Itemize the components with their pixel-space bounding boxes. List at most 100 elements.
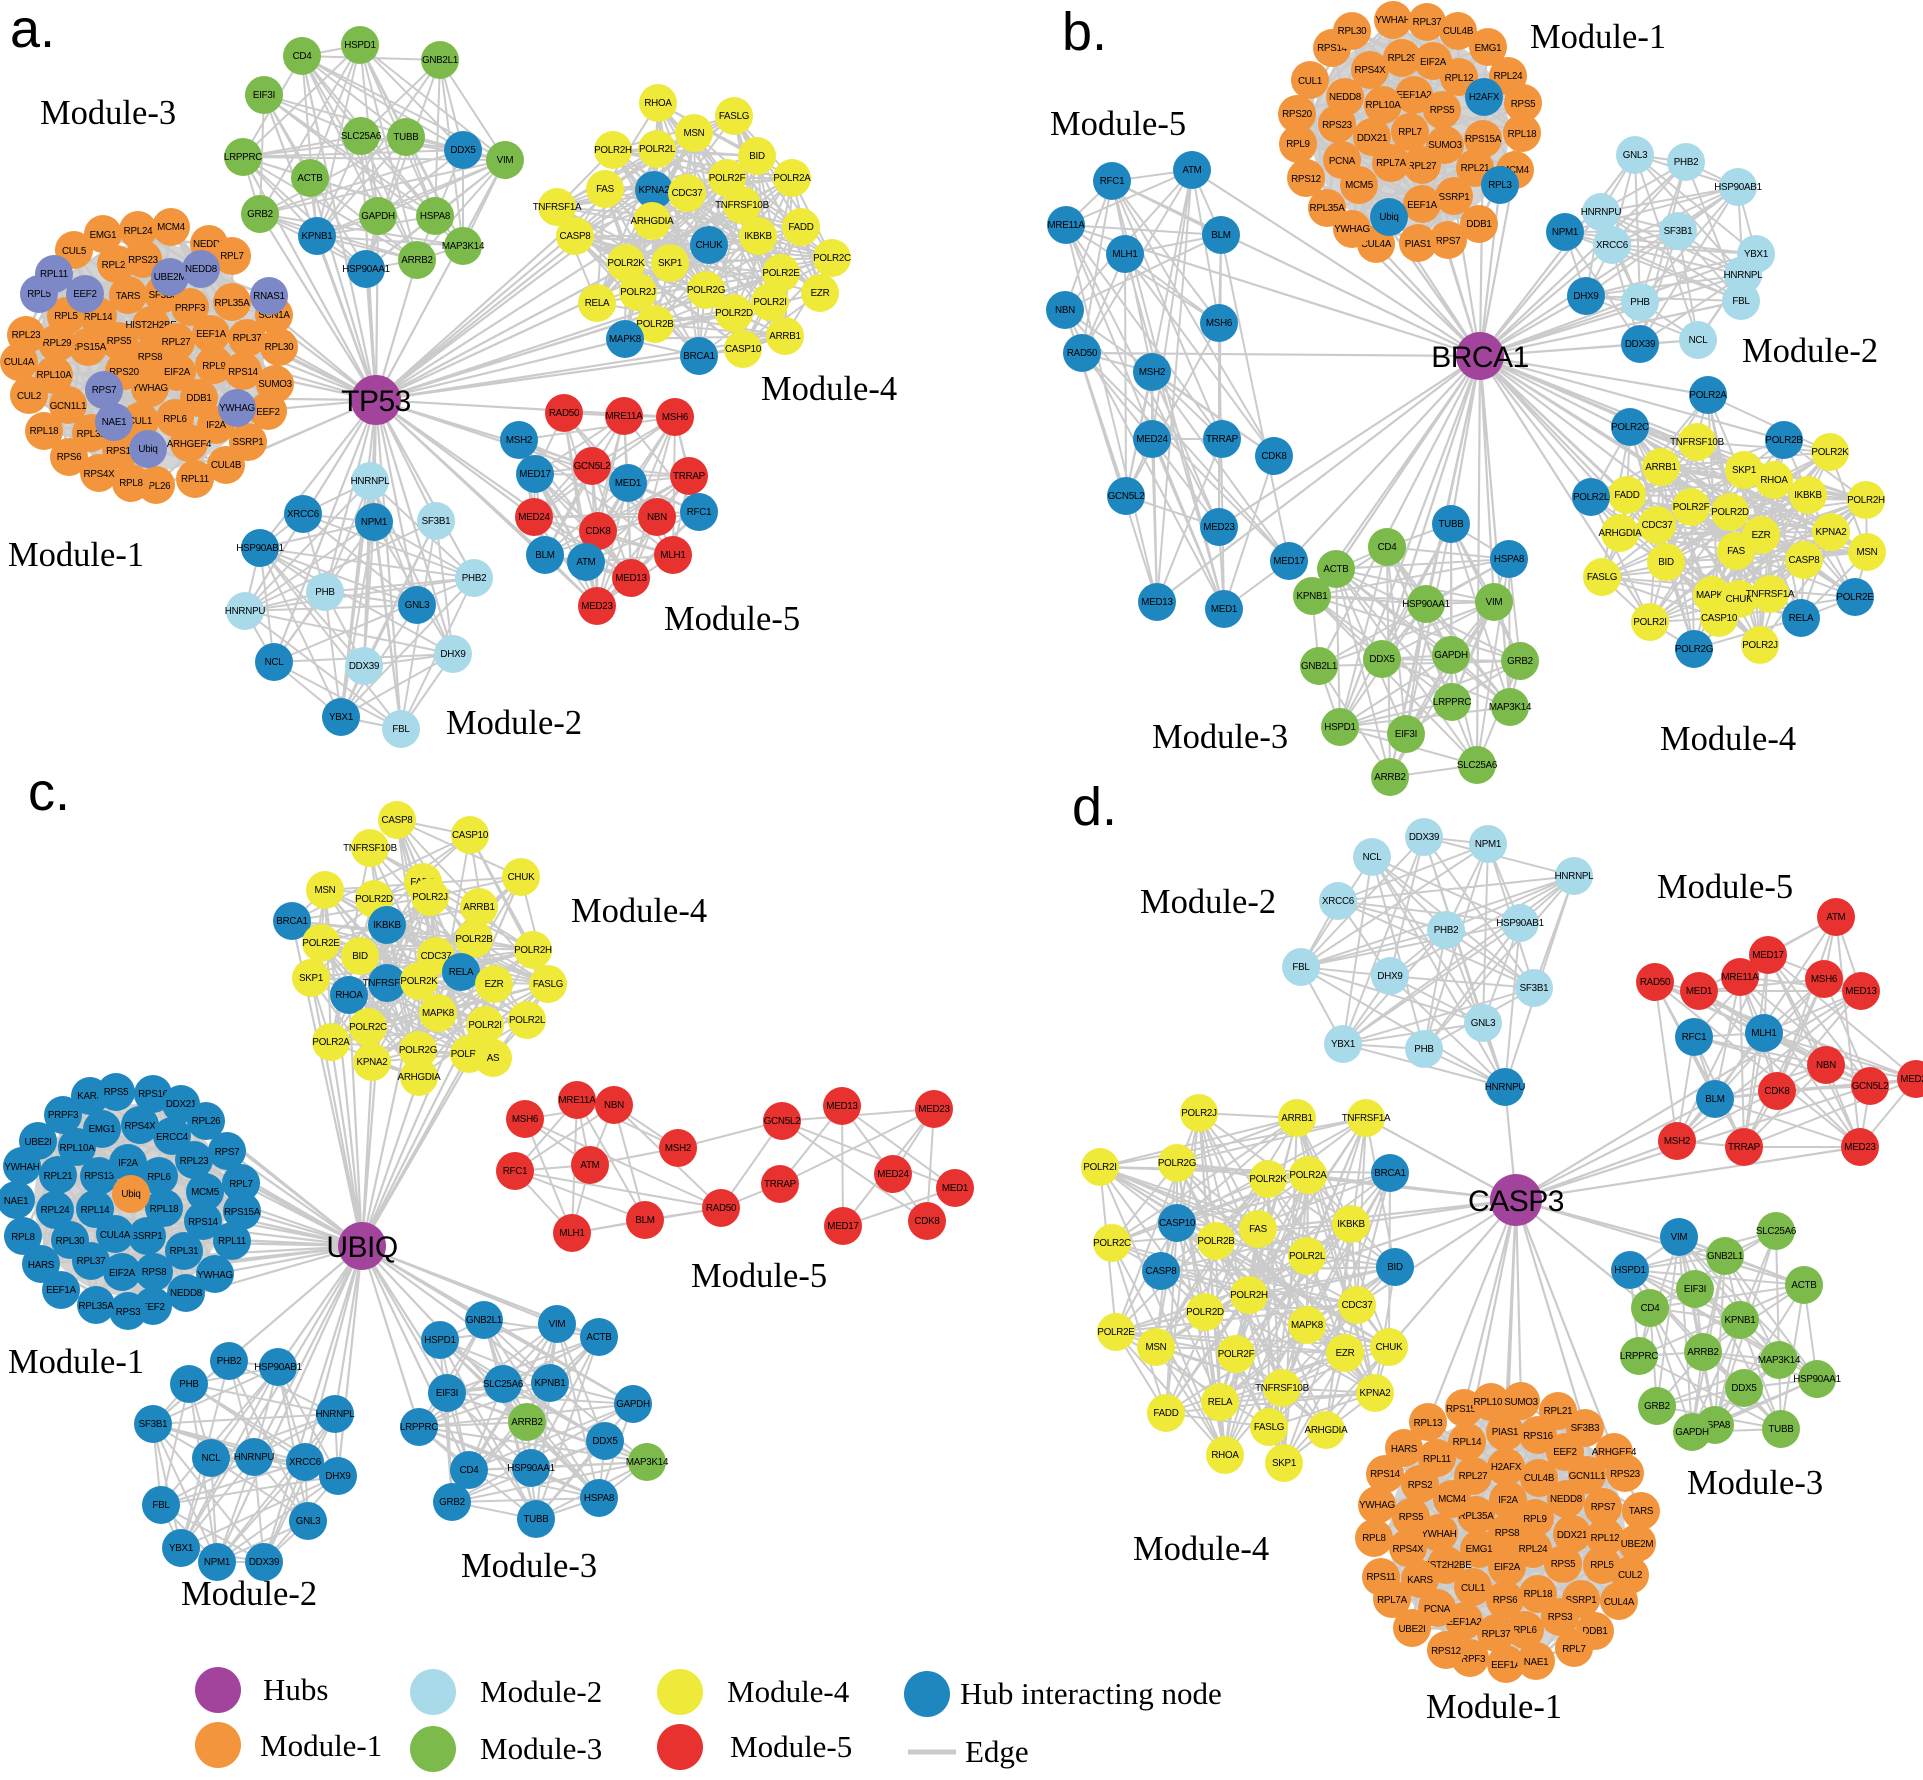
svg-text:SKP1: SKP1: [1732, 465, 1756, 476]
svg-text:HSPA8: HSPA8: [420, 211, 451, 222]
svg-text:NCL: NCL: [202, 1453, 222, 1464]
svg-text:TRRAP: TRRAP: [764, 1179, 797, 1190]
svg-text:HIST2H2BE: HIST2H2BE: [1420, 1560, 1472, 1571]
svg-text:ARRB2: ARRB2: [401, 255, 432, 266]
svg-text:ARHGEF4: ARHGEF4: [167, 439, 212, 450]
svg-text:RPL18: RPL18: [1508, 129, 1538, 140]
svg-text:IKBKB: IKBKB: [1337, 1219, 1365, 1230]
svg-text:FBL: FBL: [392, 724, 410, 735]
svg-text:RPS7: RPS7: [92, 385, 117, 396]
svg-text:GRB2: GRB2: [439, 1497, 465, 1508]
svg-text:SSRP1: SSRP1: [1566, 1595, 1597, 1606]
svg-text:HSPD1: HSPD1: [1614, 1265, 1645, 1276]
svg-text:RPL11: RPL11: [40, 269, 68, 280]
svg-text:RELA: RELA: [449, 967, 474, 978]
svg-text:RPL7A: RPL7A: [1377, 1595, 1408, 1606]
svg-text:SCN1A: SCN1A: [258, 310, 290, 321]
svg-text:UBE2I: UBE2I: [1398, 1624, 1425, 1635]
svg-text:RPL12: RPL12: [1591, 1533, 1620, 1544]
svg-text:RPL7A: RPL7A: [1376, 158, 1407, 169]
svg-text:MED24: MED24: [1136, 434, 1168, 445]
svg-text:RPL9: RPL9: [202, 361, 226, 372]
svg-text:RPL27: RPL27: [162, 337, 191, 348]
svg-text:ARRB1: ARRB1: [1645, 462, 1676, 473]
svg-text:POLR2H: POLR2H: [1847, 495, 1885, 506]
svg-text:BRCA1: BRCA1: [1431, 341, 1529, 374]
svg-text:SF3B1: SF3B1: [139, 1419, 168, 1430]
svg-text:CHUK: CHUK: [696, 240, 723, 251]
svg-text:POLR2G: POLR2G: [1158, 1158, 1196, 1169]
svg-text:MRE11A: MRE11A: [606, 411, 644, 422]
svg-text:RPS5: RPS5: [1430, 105, 1455, 116]
svg-text:GRB2: GRB2: [247, 209, 273, 220]
svg-text:DDX21: DDX21: [166, 1099, 196, 1110]
svg-text:GNB2L1: GNB2L1: [466, 1315, 502, 1326]
svg-text:GCN5L2: GCN5L2: [1852, 1081, 1889, 1092]
svg-text:RPS15A: RPS15A: [224, 1207, 261, 1218]
svg-text:Module-1: Module-1: [260, 1728, 382, 1763]
svg-text:MED17: MED17: [519, 469, 550, 480]
svg-text:RPL10A: RPL10A: [1474, 1397, 1510, 1408]
svg-text:Module-1: Module-1: [8, 536, 144, 574]
svg-text:RPL9: RPL9: [1523, 1514, 1547, 1525]
svg-text:MAPK8: MAPK8: [609, 334, 642, 345]
svg-text:POLR2F: POLR2F: [1218, 1349, 1255, 1360]
svg-text:RPS12: RPS12: [1431, 1646, 1461, 1657]
svg-text:GNL3: GNL3: [296, 1516, 321, 1527]
svg-text:MED17: MED17: [1273, 556, 1304, 567]
svg-text:GAPDH: GAPDH: [1434, 650, 1468, 661]
svg-text:Module-3: Module-3: [40, 94, 176, 132]
svg-text:POLR2K: POLR2K: [1249, 1174, 1287, 1185]
svg-text:RPL11: RPL11: [181, 474, 209, 485]
svg-text:RPS20: RPS20: [1282, 109, 1313, 120]
svg-text:RFC1: RFC1: [503, 1166, 528, 1177]
svg-text:RPL8: RPL8: [11, 1232, 35, 1243]
svg-text:POLR2A: POLR2A: [1689, 390, 1727, 401]
svg-text:POLR2E: POLR2E: [762, 268, 800, 279]
svg-text:GAPDH: GAPDH: [1675, 1427, 1709, 1438]
svg-text:RHOA: RHOA: [1760, 475, 1788, 486]
svg-text:EIF3I: EIF3I: [1684, 1284, 1706, 1295]
svg-text:MSH2: MSH2: [506, 435, 532, 446]
svg-text:NCL: NCL: [1363, 852, 1383, 863]
svg-text:MED1: MED1: [1686, 986, 1712, 997]
svg-text:TNFRSF10B: TNFRSF10B: [715, 200, 770, 211]
svg-text:SLC25A6: SLC25A6: [1756, 1226, 1797, 1237]
svg-text:RPL24: RPL24: [1494, 71, 1524, 82]
svg-text:KPNA2: KPNA2: [357, 1057, 388, 1068]
svg-text:MED23: MED23: [918, 1104, 950, 1115]
svg-text:YWHAG: YWHAG: [197, 1270, 233, 1281]
svg-text:RPS16: RPS16: [138, 1089, 169, 1100]
svg-text:RPS4X: RPS4X: [1355, 65, 1387, 76]
svg-text:CUL2: CUL2: [1618, 1570, 1642, 1581]
svg-text:PHB: PHB: [1414, 1044, 1434, 1055]
svg-text:MAP3K14: MAP3K14: [1758, 1355, 1801, 1366]
svg-text:MSH2: MSH2: [1664, 1136, 1690, 1147]
svg-text:KPNB1: KPNB1: [535, 1378, 566, 1389]
svg-text:PHB2: PHB2: [462, 573, 487, 584]
svg-text:RPL3: RPL3: [1488, 180, 1512, 191]
svg-text:POLR2H: POLR2H: [1230, 1290, 1268, 1301]
svg-text:RFC1: RFC1: [1682, 1032, 1707, 1043]
svg-text:RPL18: RPL18: [150, 1204, 180, 1215]
svg-text:BRCA1: BRCA1: [683, 351, 714, 362]
svg-text:RPS2: RPS2: [1408, 1480, 1433, 1491]
svg-text:TRRAP: TRRAP: [1206, 434, 1239, 445]
svg-text:EEF2: EEF2: [1553, 1447, 1577, 1458]
svg-text:ACTB: ACTB: [586, 1332, 612, 1343]
svg-text:DDB1: DDB1: [1466, 219, 1491, 230]
svg-text:MED13: MED13: [826, 1101, 858, 1112]
svg-text:HSP90AB1: HSP90AB1: [1496, 918, 1544, 929]
svg-text:RPL30: RPL30: [1338, 26, 1368, 37]
svg-text:CUL1: CUL1: [1461, 1583, 1485, 1594]
svg-text:POLR2H: POLR2H: [514, 945, 552, 956]
svg-text:ATM: ATM: [580, 1160, 599, 1171]
svg-text:CDC37: CDC37: [421, 951, 452, 962]
svg-text:POLR2A: POLR2A: [1289, 1170, 1327, 1181]
svg-text:Module-1: Module-1: [1426, 1688, 1562, 1726]
svg-text:RELA: RELA: [585, 298, 610, 309]
svg-text:RPL7: RPL7: [220, 251, 244, 262]
svg-text:DDX39: DDX39: [1625, 339, 1655, 350]
svg-text:BRCA1: BRCA1: [276, 916, 307, 927]
svg-text:b.: b.: [1062, 2, 1107, 62]
